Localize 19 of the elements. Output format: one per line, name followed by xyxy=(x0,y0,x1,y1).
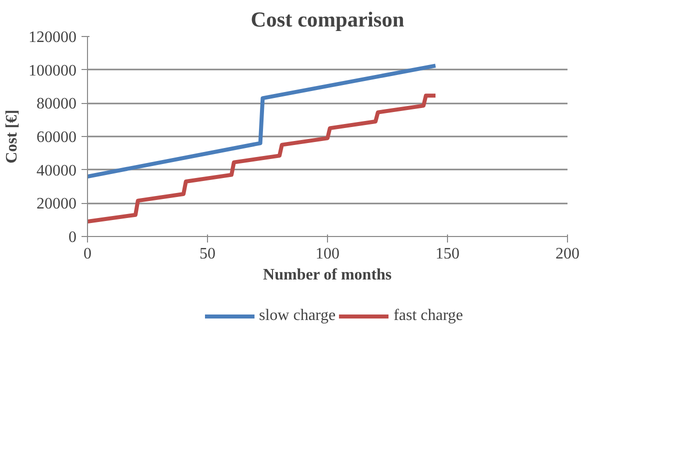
y-tick-label: 0 xyxy=(68,229,76,246)
y-axis-title: Cost [€] xyxy=(4,110,20,164)
x-axis-title: Number of months xyxy=(263,266,392,284)
x-tick-label: 150 xyxy=(436,246,460,262)
line-series xyxy=(88,64,438,178)
chart-title: Cost comparison xyxy=(250,8,404,32)
y-tick-label: 100000 xyxy=(28,62,76,80)
x-tick-label: 100 xyxy=(316,246,340,262)
legend-label: fast charge xyxy=(394,307,464,325)
y-tick-label: 120000 xyxy=(28,29,76,46)
legend-label: slow charge xyxy=(258,307,336,325)
x-tick-label: 0 xyxy=(84,246,92,262)
x-tick-label: 200 xyxy=(556,246,580,262)
y-tick-label: 40000 xyxy=(36,162,76,180)
line-series xyxy=(88,94,438,224)
y-tick-label: 60000 xyxy=(36,129,76,146)
y-tick-label: 20000 xyxy=(36,196,76,213)
x-tick-label: 50 xyxy=(200,246,216,262)
y-tick-label: 80000 xyxy=(36,96,76,113)
